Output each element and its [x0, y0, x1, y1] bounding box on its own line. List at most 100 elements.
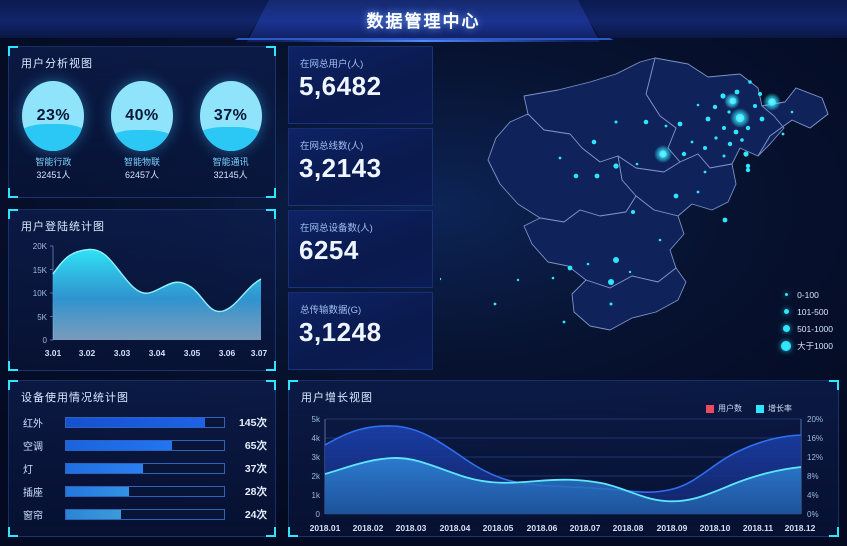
- legend-dot-icon: [775, 325, 797, 332]
- kpi-value: 3,2143: [299, 153, 382, 183]
- svg-text:8%: 8%: [807, 472, 819, 481]
- growth-rate-area: [325, 457, 801, 514]
- kpi-card-total-data[interactable]: 总传输数据(G) 3,1248: [288, 292, 433, 370]
- map-legend-label: 大于1000: [797, 340, 833, 351]
- svg-text:4k: 4k: [312, 434, 321, 443]
- map-legend-label: 0-100: [797, 289, 819, 300]
- svg-text:0%: 0%: [807, 510, 819, 519]
- corner-bottom-left: [288, 527, 298, 537]
- bar-row[interactable]: 灯 37次: [9, 457, 275, 480]
- svg-text:4%: 4%: [807, 491, 819, 500]
- svg-text:5K: 5K: [37, 313, 47, 322]
- corner-top-right: [829, 380, 839, 390]
- liquid-gauge-count: 32451人: [36, 170, 71, 181]
- bar-row[interactable]: 插座 28次: [9, 480, 275, 503]
- liquid-gauge-item[interactable]: 23% 智能行政 32451人: [15, 81, 91, 181]
- bar-value: 145次: [238, 417, 267, 429]
- liquid-gauge-count: 62457人: [124, 170, 159, 181]
- bar-track: [65, 486, 225, 497]
- liquid-gauge-item[interactable]: 37% 智能通讯 32145人: [193, 81, 269, 181]
- bar-fill: [66, 510, 122, 519]
- kpi-label: 在网总用户(人): [300, 59, 364, 70]
- corner-top-left: [288, 380, 298, 390]
- bar-row[interactable]: 窗帘 24次: [9, 503, 275, 526]
- bar-track: [65, 463, 225, 474]
- login-area-chart: 20K 15K 10K 5K 0 3.01 3.02 3.03 3.04 3.0…: [33, 242, 268, 358]
- svg-text:2018.08: 2018.08: [613, 523, 644, 533]
- bar-value: 28次: [244, 486, 267, 498]
- user-growth-chart: 5k 4k 3k 2k 1k 0 20% 16% 12% 8% 4% 0% 20…: [310, 415, 823, 533]
- liquid-gauge-item[interactable]: 40% 智能物联 62457人: [104, 81, 180, 181]
- page-title: 数据管理中心: [366, 11, 481, 31]
- corner-bottom-right: [266, 527, 276, 537]
- map-data-points: [438, 80, 794, 324]
- svg-text:2018.07: 2018.07: [570, 523, 601, 533]
- corner-top-right: [266, 46, 276, 56]
- kpi-card-online-users[interactable]: 在网总用户(人) 5,6482: [288, 46, 433, 124]
- bar-track: [65, 417, 225, 428]
- kpi-value: 3,1248: [299, 317, 382, 347]
- kpi-card-online-devices[interactable]: 在网总设备数(人) 6254: [288, 210, 433, 288]
- svg-text:2018.10: 2018.10: [700, 523, 731, 533]
- bar-row[interactable]: 空调 65次: [9, 434, 275, 457]
- login-area-fill: [53, 249, 261, 340]
- svg-text:0: 0: [316, 510, 321, 519]
- panel-user-growth: 用户增长视图 用户数 增长率: [288, 380, 839, 537]
- kpi-value: 6254: [299, 235, 359, 265]
- liquid-gauge-circle: 40%: [110, 81, 173, 151]
- growth-legend: 用户数 增长率: [706, 403, 792, 414]
- liquid-gauge-percent: 37%: [213, 107, 248, 124]
- header-underline: [228, 38, 620, 44]
- svg-text:2018.01: 2018.01: [310, 523, 341, 533]
- svg-text:3.05: 3.05: [184, 348, 201, 358]
- svg-text:15K: 15K: [33, 266, 48, 275]
- svg-text:2k: 2k: [312, 472, 321, 481]
- liquid-gauge-circle: 23%: [22, 81, 85, 151]
- bar-label: 插座: [23, 488, 43, 499]
- legend-item-growth[interactable]: 增长率: [756, 403, 792, 414]
- panel-title-user-growth: 用户增长视图: [301, 392, 373, 404]
- bar-value: 37次: [244, 463, 267, 475]
- bar-label: 灯: [23, 465, 33, 476]
- kpi-value: 5,6482: [299, 71, 382, 101]
- panel-login-stats: 用户登陆统计图 20K 15K 10K 5K 0: [8, 209, 276, 371]
- legend-label-users: 用户数: [718, 404, 742, 413]
- bar-fill: [66, 464, 144, 473]
- login-y-ticks: 20K 15K 10K 5K 0: [33, 242, 53, 345]
- liquid-wave: [110, 130, 173, 151]
- kpi-label: 在网总线数(人): [300, 141, 364, 152]
- svg-text:0: 0: [43, 336, 48, 345]
- corner-bottom-left: [8, 361, 18, 371]
- svg-text:12%: 12%: [807, 453, 823, 462]
- legend-dot-icon: [775, 293, 797, 296]
- svg-text:16%: 16%: [807, 434, 823, 443]
- liquid-gauge-circle: 37%: [199, 81, 262, 151]
- panel-title-user-analysis: 用户分析视图: [21, 58, 93, 70]
- legend-item-users[interactable]: 用户数: [706, 403, 742, 414]
- svg-text:20K: 20K: [33, 242, 48, 251]
- panel-title-login-stats: 用户登陆统计图: [21, 221, 105, 233]
- legend-dot-icon: [775, 309, 797, 314]
- bar-track: [65, 440, 225, 451]
- corner-top-right: [266, 209, 276, 219]
- svg-text:3.03: 3.03: [114, 348, 131, 358]
- corner-top-left: [8, 46, 18, 56]
- kpi-label: 在网总设备数(人): [300, 223, 373, 234]
- svg-text:2018.03: 2018.03: [396, 523, 427, 533]
- legend-swatch-growth-icon: [756, 404, 764, 413]
- growth-left-ticks: 5k 4k 3k 2k 1k 0: [312, 415, 321, 519]
- svg-text:2018.02: 2018.02: [353, 523, 384, 533]
- growth-right-ticks: 20% 16% 12% 8% 4% 0%: [807, 415, 823, 519]
- kpi-card-online-lines[interactable]: 在网总线数(人) 3,2143: [288, 128, 433, 206]
- login-area-line: [52, 248, 262, 313]
- liquid-gauge-label: 智能通讯: [212, 157, 249, 167]
- svg-text:2018.06: 2018.06: [527, 523, 558, 533]
- bar-fill: [66, 418, 206, 427]
- liquid-wave: [22, 124, 85, 151]
- bar-label: 红外: [23, 419, 43, 430]
- bar-label: 空调: [23, 442, 43, 453]
- region-map[interactable]: 0-100 101-500 501-1000 大于1000: [438, 44, 845, 376]
- bar-row[interactable]: 红外 145次: [9, 411, 275, 434]
- corner-top-left: [8, 380, 18, 390]
